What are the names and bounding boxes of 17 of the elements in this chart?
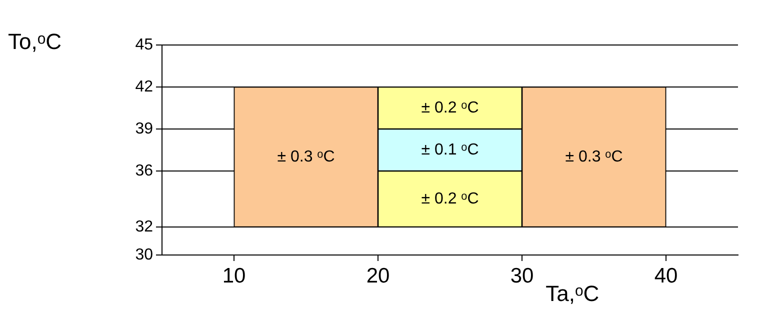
x-tick-label: 10 (222, 264, 246, 288)
x-axis-title: Ta,ᵒC (546, 281, 600, 306)
annotation: ± 0.2 ᵒC (421, 190, 479, 208)
annotation: ± 0.1 ᵒC (421, 141, 479, 158)
annotation: ± 0.2 ᵒC (421, 99, 479, 116)
y-tick-label: 39 (135, 120, 154, 138)
annotation: ± 0.3 ᵒC (565, 148, 623, 166)
x-tick-label: 40 (654, 264, 678, 288)
y-tick-label: 36 (135, 162, 154, 180)
y-tick-label: 32 (135, 218, 154, 236)
y-tick-label: 45 (135, 36, 154, 54)
y-axis-title: To,ᵒC (8, 29, 62, 54)
y-tick-label: 42 (135, 78, 154, 96)
x-tick-label: 30 (510, 264, 534, 288)
annotation: ± 0.3 ᵒC (277, 148, 335, 166)
y-tick-label: 30 (135, 246, 154, 264)
x-tick-label: 20 (366, 264, 390, 288)
